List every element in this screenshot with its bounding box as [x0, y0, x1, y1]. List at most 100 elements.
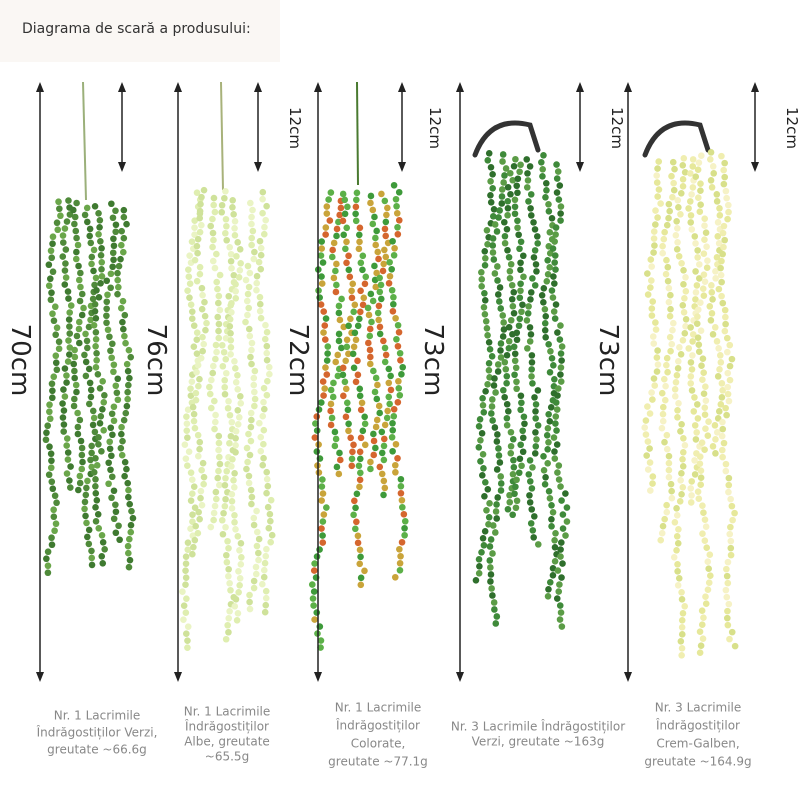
bead [723, 572, 731, 580]
bead [534, 240, 541, 247]
bead [661, 515, 668, 523]
bead [487, 578, 494, 585]
bead [98, 265, 105, 273]
bead [713, 254, 721, 261]
bead [487, 564, 494, 571]
bead [699, 530, 706, 537]
bead [59, 400, 66, 407]
bead [107, 284, 114, 292]
bead [338, 344, 345, 352]
bead [716, 366, 723, 373]
bead [557, 350, 565, 357]
bead [52, 359, 60, 367]
bead [556, 616, 564, 623]
bead [674, 407, 681, 414]
bead [109, 214, 117, 222]
bead [728, 355, 736, 363]
bead [707, 149, 715, 156]
bead [367, 192, 375, 200]
bead [478, 268, 485, 276]
length-label: 72cm [283, 324, 313, 397]
bead [384, 204, 391, 212]
bead [722, 586, 730, 594]
bead [688, 191, 695, 198]
bead [711, 324, 719, 331]
bead [545, 586, 552, 593]
bead [65, 295, 72, 302]
bead [90, 468, 98, 476]
bead [232, 449, 239, 456]
bead [501, 172, 508, 179]
bead [187, 392, 195, 399]
bead [679, 484, 687, 491]
bead [726, 341, 734, 349]
bead [350, 441, 357, 449]
bead [394, 398, 402, 406]
bead [492, 529, 499, 536]
bead [530, 534, 537, 541]
bead [91, 307, 99, 315]
bead [84, 218, 91, 226]
bead [232, 288, 240, 295]
bead [489, 170, 496, 178]
bead [184, 406, 192, 413]
bead [476, 562, 483, 570]
bead [354, 539, 362, 547]
bead [264, 482, 272, 490]
bead [237, 561, 245, 568]
bead [489, 249, 497, 256]
bead [674, 540, 682, 547]
bead [558, 623, 566, 630]
bead [381, 344, 389, 352]
bead [648, 389, 655, 396]
bead [124, 388, 131, 396]
bead [487, 536, 495, 543]
bead [382, 253, 390, 261]
bead [489, 212, 497, 220]
bead [321, 385, 329, 392]
bead [391, 461, 399, 469]
bead [244, 458, 251, 466]
bead [245, 430, 252, 438]
bead [232, 379, 240, 386]
bead [98, 258, 106, 266]
bead [511, 203, 519, 211]
bead [329, 393, 337, 401]
bead [236, 575, 244, 582]
bead [194, 452, 202, 460]
bead [548, 355, 556, 362]
bead [76, 297, 84, 305]
bead [701, 222, 708, 229]
bead [44, 562, 52, 570]
bead [716, 212, 724, 219]
bead [201, 298, 208, 306]
bead [354, 322, 362, 330]
bead [359, 266, 366, 274]
bead [310, 567, 318, 574]
bead [341, 378, 349, 386]
bead [396, 566, 404, 574]
bead [501, 218, 508, 226]
bead [247, 423, 255, 431]
bead [263, 349, 271, 357]
bead [351, 497, 358, 505]
bead [109, 249, 117, 257]
bead [52, 352, 60, 360]
bead [226, 607, 233, 615]
bead [548, 502, 555, 509]
bead [521, 420, 528, 428]
caption: ~65.5g [205, 750, 249, 764]
bead [47, 296, 55, 304]
bead [507, 428, 515, 436]
bead [183, 427, 191, 434]
bead [518, 308, 525, 316]
bead [334, 351, 342, 359]
bead [210, 201, 217, 209]
bead [245, 472, 253, 480]
bead [505, 323, 513, 331]
bead [533, 436, 540, 443]
bead [399, 363, 407, 371]
bead [246, 269, 254, 277]
bead [400, 510, 408, 518]
bead [697, 201, 704, 208]
